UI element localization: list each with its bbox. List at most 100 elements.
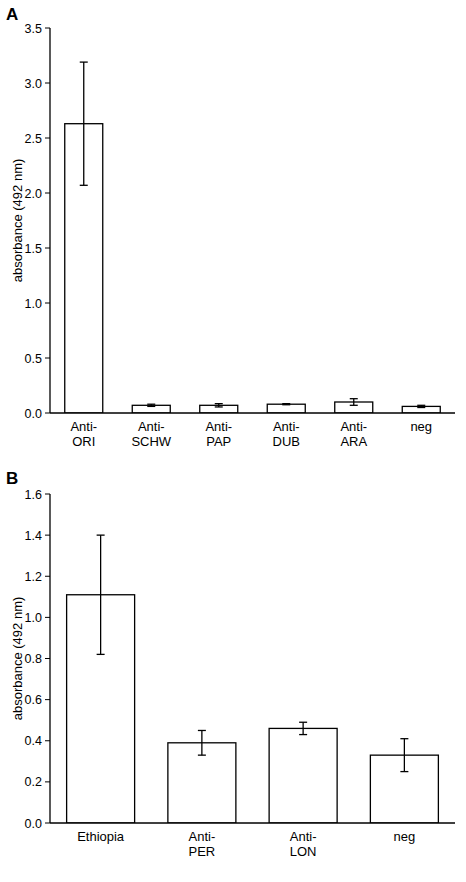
- error-cap: [350, 405, 358, 406]
- label-line: ORI: [72, 434, 95, 449]
- y-tick-label: 0.4: [25, 734, 42, 748]
- y-tick: [45, 413, 50, 414]
- y-tick-label: 1.5: [25, 242, 42, 256]
- error-stem: [302, 722, 303, 734]
- error-cap: [417, 407, 425, 408]
- label-line: PER: [189, 844, 216, 859]
- x-axis: [50, 822, 455, 823]
- x-tick-label: Anti-SCHW: [131, 419, 171, 449]
- error-cap: [417, 405, 425, 406]
- label-line: Anti-: [138, 419, 165, 434]
- error-cap: [80, 61, 88, 62]
- label-line: Anti-: [70, 419, 97, 434]
- error-cap: [282, 403, 290, 404]
- x-tick-label: neg: [410, 419, 432, 434]
- y-tick: [45, 138, 50, 139]
- y-tick: [45, 248, 50, 249]
- y-tick-label: 0.8: [25, 652, 42, 666]
- y-tick: [45, 193, 50, 194]
- error-stem: [83, 62, 84, 185]
- x-tick-label: Anti-PAP: [205, 419, 232, 449]
- error-cap: [198, 730, 206, 731]
- y-tick-label: 0.6: [25, 693, 42, 707]
- error-cap: [97, 534, 105, 535]
- panel-label: A: [6, 5, 18, 24]
- bar: [269, 728, 337, 823]
- error-cap: [215, 406, 223, 407]
- figure: Aabsorbance (492 nm) 0.0 0.5 1.0 1.5 2.0 2.5 3.…: [0, 0, 466, 882]
- marks: [65, 62, 441, 413]
- error-cap: [282, 404, 290, 405]
- y-tick: [45, 535, 50, 536]
- error-bar: [80, 62, 88, 185]
- y-axis-label: absorbance (492 nm): [10, 159, 25, 283]
- y-tick-label: 1.0: [25, 297, 42, 311]
- panel-label: B: [6, 469, 18, 488]
- x-axis: [50, 412, 455, 413]
- label-line: Anti-: [189, 829, 216, 844]
- error-cap: [97, 654, 105, 655]
- y-tick-label: 2.5: [25, 132, 42, 146]
- label-line: Anti-: [340, 419, 367, 434]
- error-stem: [201, 730, 202, 755]
- y-tick-label: 0.5: [25, 352, 42, 366]
- y-tick: [45, 83, 50, 84]
- y-tick: [45, 576, 50, 577]
- error-stem: [353, 399, 354, 406]
- label-line: Anti-: [290, 829, 317, 844]
- error-stem: [404, 739, 405, 772]
- error-cap: [299, 734, 307, 735]
- y-axis: [49, 494, 50, 823]
- y-tick: [45, 358, 50, 359]
- y-tick-label: 3.0: [25, 77, 42, 91]
- y-tick: [45, 658, 50, 659]
- bar: [267, 404, 305, 413]
- panel: Aabsorbance (492 nm) 0.0 0.5 1.0 1.5 2.0 2.5 3.…: [6, 5, 455, 449]
- x-tick-label: Anti-ARA: [340, 419, 367, 449]
- error-bar: [198, 730, 206, 755]
- error-bar: [97, 535, 105, 654]
- error-cap: [80, 185, 88, 186]
- bar: [402, 406, 440, 413]
- y-tick-label: 0.0: [25, 817, 42, 831]
- label-line: DUB: [273, 434, 300, 449]
- x-tick-label: Anti-PER: [189, 829, 216, 859]
- label-line: LON: [290, 844, 317, 859]
- error-cap: [350, 398, 358, 399]
- bar: [200, 405, 238, 413]
- error-cap: [215, 403, 223, 404]
- y-tick: [45, 781, 50, 782]
- error-cap: [400, 738, 408, 739]
- y-tick: [45, 28, 50, 29]
- y-tick-label: 2.0: [25, 187, 42, 201]
- error-cap: [147, 406, 155, 407]
- x-tick-label: neg: [394, 829, 416, 844]
- label-line: ARA: [340, 434, 367, 449]
- error-bar: [147, 404, 155, 406]
- x-tick-label: Anti-DUB: [273, 419, 300, 449]
- bar: [132, 405, 170, 413]
- error-stem: [100, 535, 101, 654]
- error-cap: [299, 722, 307, 723]
- error-bar: [417, 405, 425, 407]
- y-axis: [49, 28, 50, 413]
- error-cap: [147, 404, 155, 405]
- label-line: SCHW: [131, 434, 171, 449]
- error-bar: [282, 404, 290, 405]
- y-axis-label: absorbance (492 nm): [10, 597, 25, 721]
- error-cap: [198, 754, 206, 755]
- y-tick: [45, 699, 50, 700]
- y-tick-label: 1.2: [25, 570, 42, 584]
- label-line: PAP: [206, 434, 231, 449]
- error-bar: [350, 399, 358, 406]
- y-tick-label: 1.0: [25, 611, 42, 625]
- label-line: Anti-: [273, 419, 300, 434]
- y-tick: [45, 823, 50, 824]
- error-bar: [215, 404, 223, 407]
- y-tick: [45, 494, 50, 495]
- x-tick-label: Anti-ORI: [70, 419, 97, 449]
- y-tick: [45, 617, 50, 618]
- y-tick-label: 0.0: [25, 407, 42, 421]
- label-line: Anti-: [205, 419, 232, 434]
- panel: Babsorbance (492 nm)0.00.20.40.60.81.01.…: [6, 469, 455, 859]
